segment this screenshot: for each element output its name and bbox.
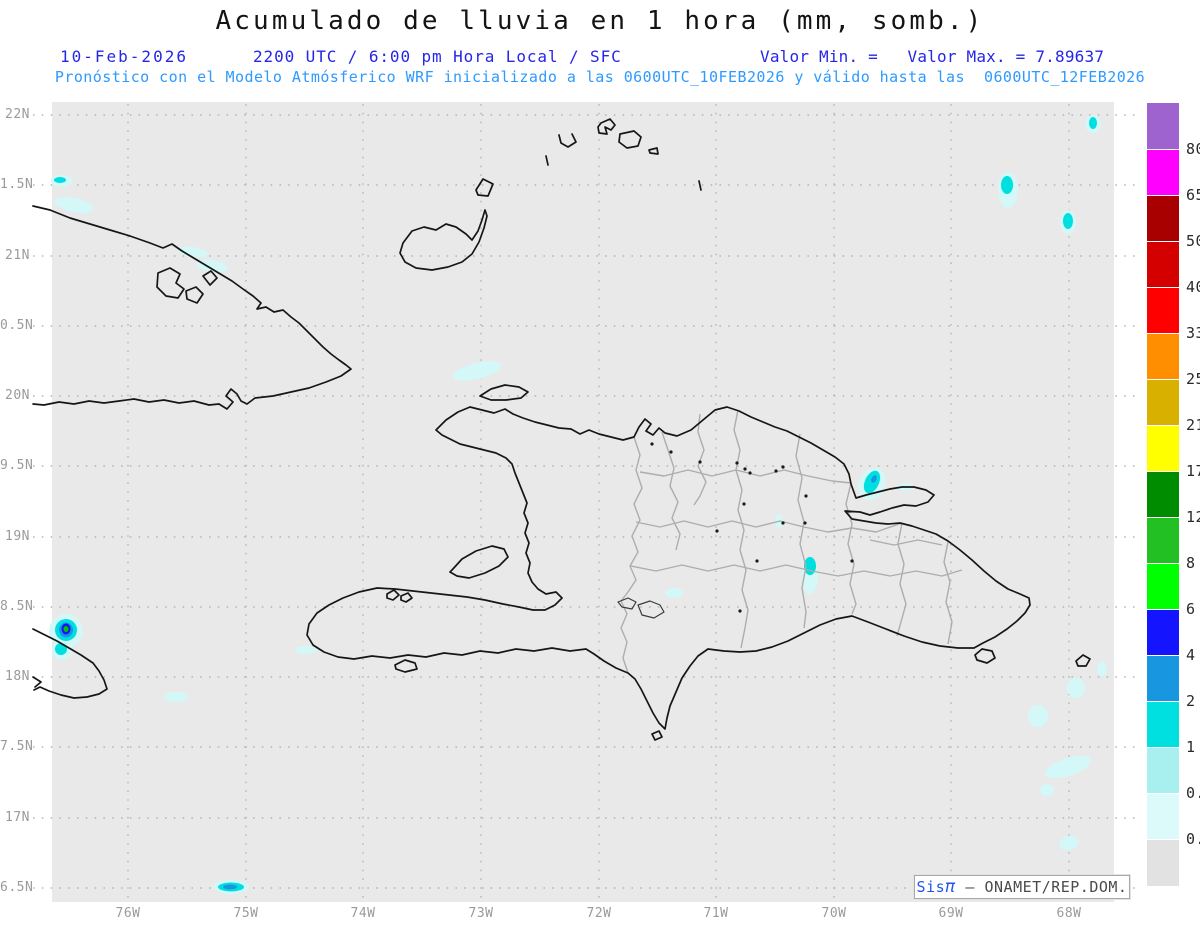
- hispaniola-coastline: [306, 406, 1031, 730]
- x-tick-label: 76W: [115, 906, 141, 921]
- colorbar-segment: [1147, 425, 1179, 472]
- colorbar-label: 1: [1186, 738, 1196, 756]
- great-inagua: [399, 209, 488, 271]
- colorbar-segment: [1147, 471, 1179, 518]
- little-inagua: [475, 178, 494, 197]
- cuba-bay-2: [185, 286, 204, 304]
- y-tick-label: 22N: [5, 107, 30, 122]
- colorbar-segment: [1147, 103, 1179, 149]
- city-markers: [650, 442, 854, 613]
- y-tick-label: 17N: [5, 810, 30, 825]
- y-tick-label: 0.5N: [0, 318, 34, 333]
- cuba-coastline: [32, 205, 352, 410]
- cuba-bay-nipe: [156, 267, 185, 299]
- x-tick-label: 72W: [586, 906, 612, 921]
- colorbar-label: 4: [1186, 646, 1196, 664]
- model-run-info: Pronóstico con el Modelo Atmósferico WRF…: [54, 68, 1146, 86]
- y-tick-label: 21N: [5, 248, 30, 263]
- x-tick-label: 70W: [821, 906, 847, 921]
- forecast-date: 10-Feb-2026: [60, 47, 188, 66]
- colorbar-segment: [1147, 839, 1179, 886]
- y-tick-label: 19N: [5, 529, 30, 544]
- colorbar-label: 2: [1186, 692, 1196, 710]
- small-cay-1: [545, 155, 549, 166]
- y-tick-label: 1.5N: [0, 177, 34, 192]
- forecast-time: 2200 UTC / 6:00 pm Hora Local / SFC: [253, 47, 622, 66]
- colorbar-segment: [1147, 287, 1179, 334]
- model-domain-area: [52, 102, 1114, 902]
- lakes: [617, 597, 665, 619]
- colorbar-segment: [1147, 563, 1179, 610]
- colorbar-label: 12: [1186, 508, 1200, 526]
- colorbar-label: 8: [1186, 554, 1196, 572]
- colorbar-segment: [1147, 701, 1179, 748]
- y-tick-label: 20N: [5, 388, 30, 403]
- y-tick-label: 9.5N: [0, 458, 34, 473]
- credit-box: Sis π – ONAMET/REP.DOM.: [914, 875, 1130, 899]
- gonave-island: [449, 545, 509, 579]
- province-boundaries: [620, 409, 963, 674]
- y-tick-label: 6.5N: [0, 880, 34, 895]
- colorbar-label: 40: [1186, 278, 1200, 296]
- colorbar-label: 21: [1186, 416, 1200, 434]
- min-max-values: Valor Min. = Valor Max. = 7.89637: [760, 47, 1105, 66]
- colorbar-label: 65: [1186, 186, 1200, 204]
- tortuga-island: [479, 384, 529, 401]
- x-tick-label: 73W: [468, 906, 494, 921]
- colorbar-segment: [1147, 517, 1179, 564]
- mona-island: [1075, 654, 1091, 667]
- colorbar-segment: [1147, 609, 1179, 656]
- caicos-island-1: [558, 133, 577, 148]
- beata-island: [651, 730, 663, 741]
- colorbar-segment: [1147, 195, 1179, 242]
- y-tick-label: 7.5N: [0, 739, 34, 754]
- colorbar-label: 25: [1186, 370, 1200, 388]
- cuba-bay-3: [202, 270, 218, 286]
- colorbar-label: 50: [1186, 232, 1200, 250]
- x-tick-label: 74W: [350, 906, 376, 921]
- saona-island: [974, 648, 996, 664]
- caicos-island-3: [618, 130, 642, 149]
- small-cay-2: [698, 180, 702, 191]
- pi-symbol: π: [945, 877, 956, 897]
- colorbar-segment: [1147, 655, 1179, 702]
- caicos-island-2: [597, 118, 616, 135]
- x-tick-label: 69W: [938, 906, 964, 921]
- y-tick-label: 8.5N: [0, 599, 34, 614]
- colorbar-label: 6: [1186, 600, 1196, 618]
- colorbar-segment: [1147, 379, 1179, 426]
- colorbar-label: 0.6: [1186, 784, 1200, 802]
- colorbar-label: 80: [1186, 140, 1200, 158]
- cayemites-2: [400, 592, 413, 603]
- colorbar-label: 33: [1186, 324, 1200, 342]
- onamet-credit: – ONAMET/REP.DOM.: [955, 878, 1128, 896]
- jamaica-harbour-spit: [32, 676, 42, 688]
- ile-a-vache: [394, 659, 418, 673]
- colorbar-segment: [1147, 333, 1179, 380]
- colorbar-segment: [1147, 793, 1179, 840]
- turks-island: [648, 147, 659, 155]
- cayemites-1: [386, 589, 400, 601]
- x-tick-label: 68W: [1056, 906, 1082, 921]
- x-tick-label: 71W: [703, 906, 729, 921]
- y-tick-label: 18N: [5, 669, 30, 684]
- coastlines: [32, 118, 1091, 741]
- colorbar-label: 17: [1186, 462, 1200, 480]
- x-tick-label: 75W: [233, 906, 259, 921]
- colorbar-segment: [1147, 747, 1179, 794]
- jamaica-coastline: [32, 628, 108, 699]
- page-title: Acumulado de lluvia en 1 hora (mm, somb.…: [215, 6, 985, 36]
- sispi-brand: Sis: [916, 878, 946, 896]
- colorbar-segment: [1147, 149, 1179, 196]
- colorbar-label: 0.1: [1186, 830, 1200, 848]
- colorbar-segment: [1147, 241, 1179, 288]
